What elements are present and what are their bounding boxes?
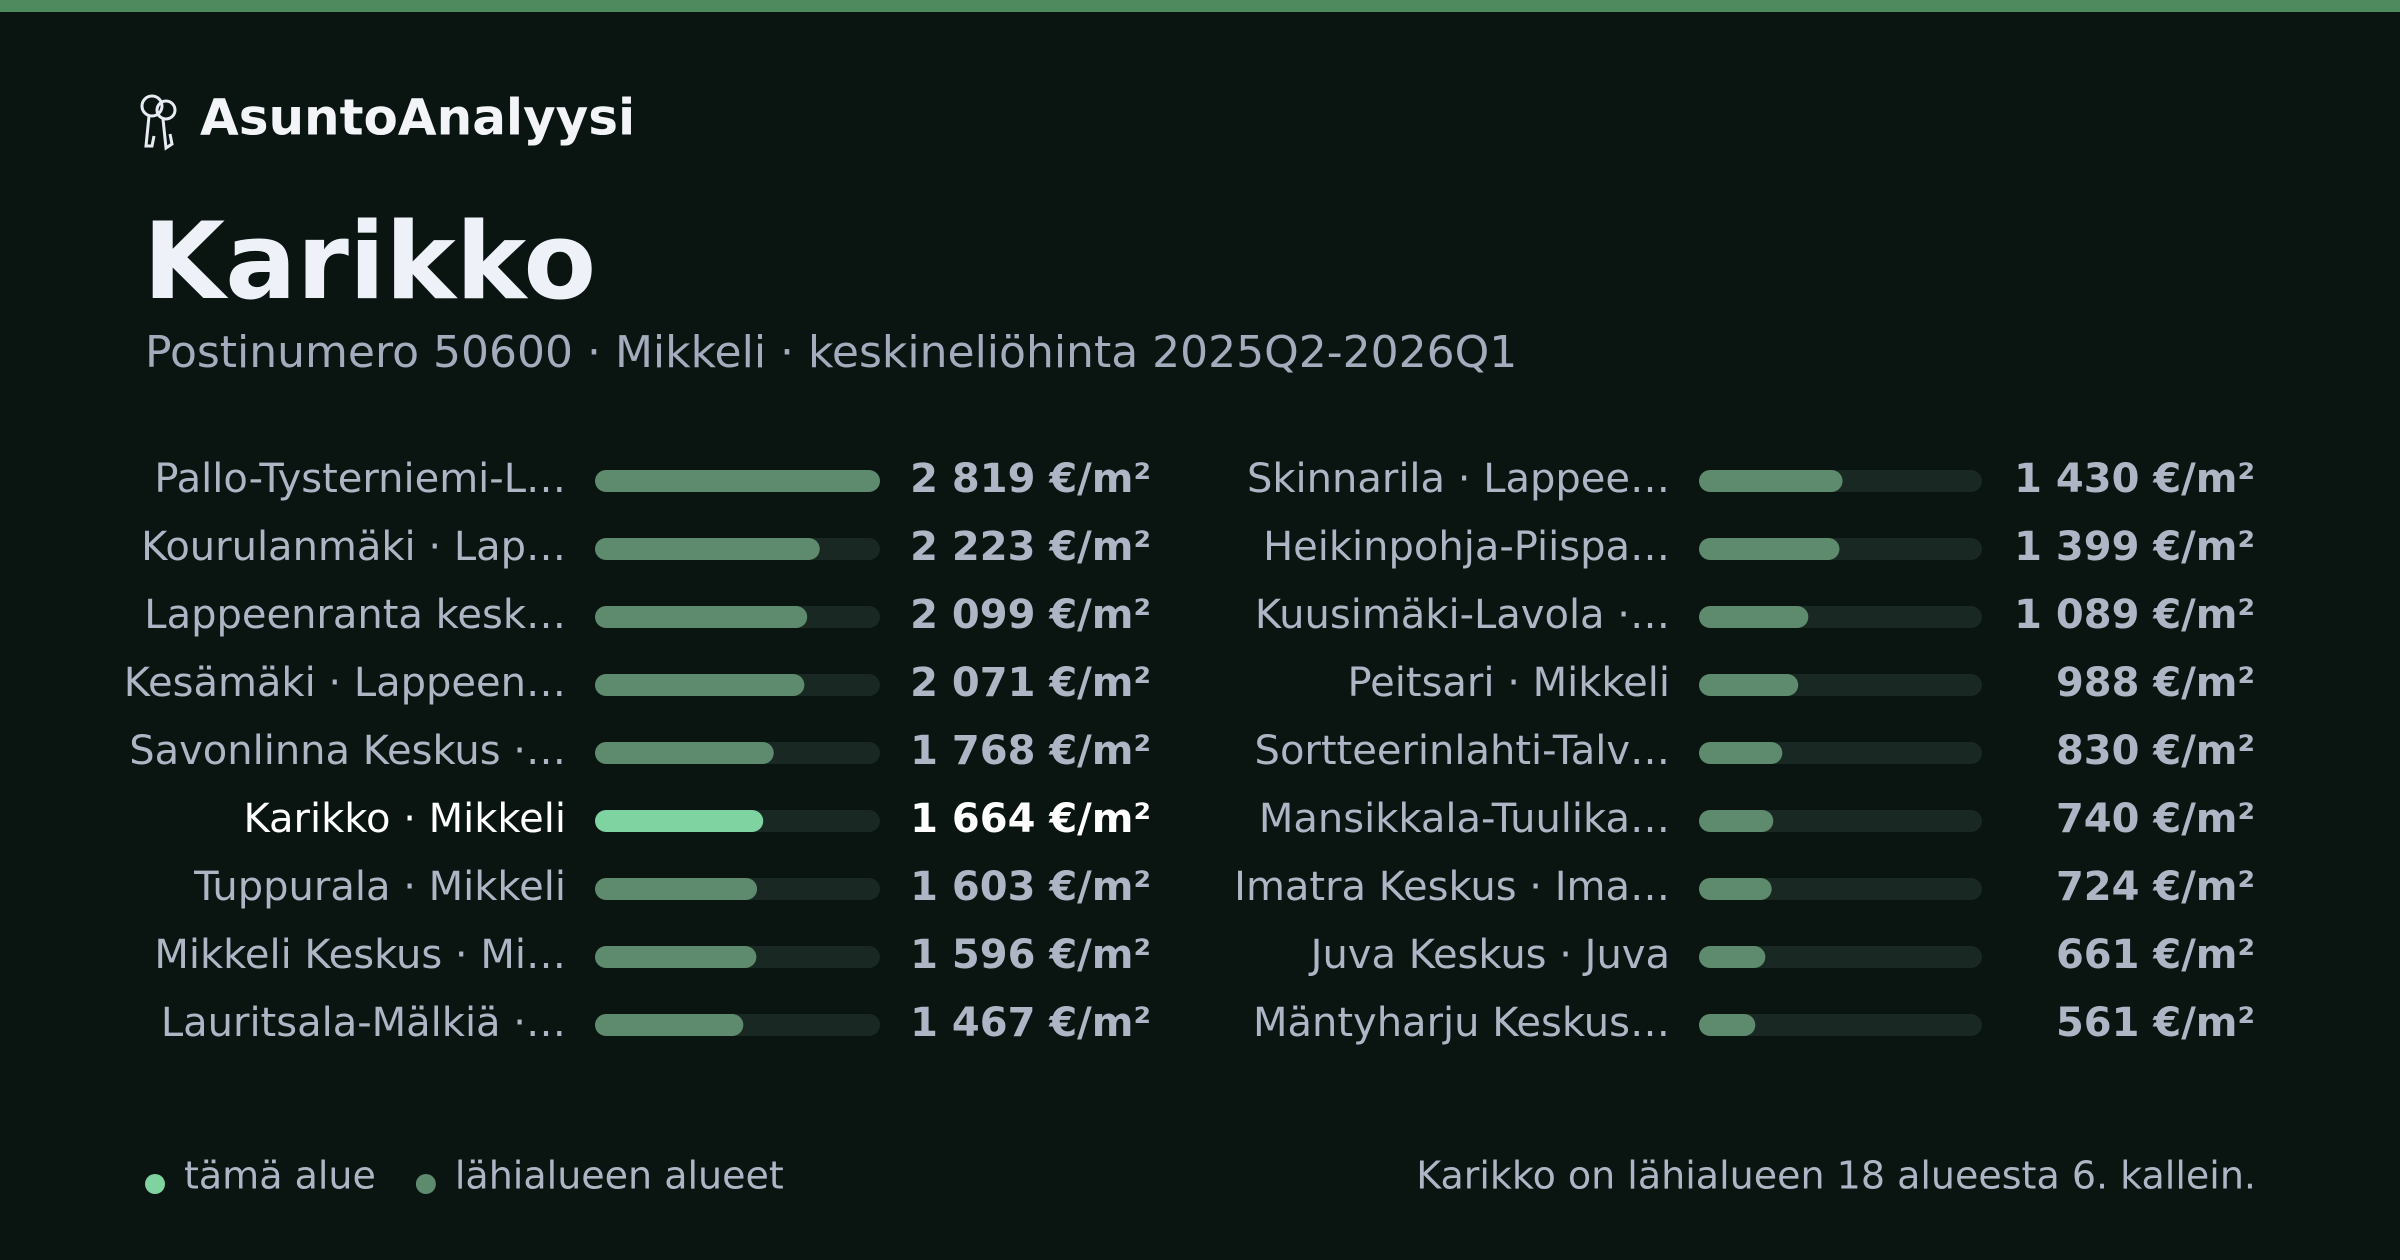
value-label: 740 €/m² xyxy=(2056,796,2255,842)
bar-label: Peitsari · Mikkeli xyxy=(1347,660,1670,706)
bar xyxy=(595,470,880,492)
value-label: 661 €/m² xyxy=(2056,932,2255,978)
bar-label: Lappeenranta kesk… xyxy=(144,592,566,638)
chart-title: Karikko xyxy=(143,200,596,323)
bar-label: Kesämäki · Lappeen… xyxy=(124,660,566,706)
value-label: 1 768 €/m² xyxy=(910,728,1151,774)
bar xyxy=(595,878,758,900)
bar-label: Skinnarila · Lappee… xyxy=(1247,456,1670,502)
value-label: 561 €/m² xyxy=(2056,1000,2255,1046)
bar xyxy=(1699,810,1774,832)
bar-label: Mansikkala-Tuulika… xyxy=(1259,796,1670,842)
legend-swatch xyxy=(415,1174,436,1194)
bar-label: Mikkeli Keskus · Mi… xyxy=(154,932,566,978)
value-label: 1 430 €/m² xyxy=(2014,456,2255,502)
chart-subtitle: Postinumero 50600 · Mikkeli · keskineliö… xyxy=(145,327,1517,378)
bar xyxy=(595,810,764,832)
value-label: 2 071 €/m² xyxy=(910,660,1151,706)
value-label: 1 664 €/m² xyxy=(910,796,1151,842)
footer-note: Karikko on lähialueen 18 alueesta 6. kal… xyxy=(1416,1154,2256,1198)
bar xyxy=(1699,878,1772,900)
bar-label: Savonlinna Keskus ·… xyxy=(129,728,566,774)
bar-label: Heikinpohja-Piispa… xyxy=(1263,524,1670,570)
brand: AsuntoAnalyysi xyxy=(200,89,635,147)
bar-label: Sortteerinlahti-Talv… xyxy=(1255,728,1670,774)
value-label: 830 €/m² xyxy=(2056,728,2255,774)
bar-label: Kourulanmäki · Lap… xyxy=(141,524,566,570)
value-label: 1 089 €/m² xyxy=(2014,592,2255,638)
logo-icon xyxy=(140,94,177,151)
value-label: 988 €/m² xyxy=(2056,660,2255,706)
bar xyxy=(1699,538,1840,560)
bar xyxy=(595,606,808,628)
bar xyxy=(1699,742,1783,764)
value-label: 724 €/m² xyxy=(2056,864,2255,910)
bar-track xyxy=(1699,946,1982,968)
bar-label: Pallo-Tysterniemi-L… xyxy=(154,456,566,502)
value-label: 2 099 €/m² xyxy=(910,592,1151,638)
bar xyxy=(595,674,805,696)
bar xyxy=(1699,1014,1756,1036)
bar-label: Kuusimäki-Lavola ·… xyxy=(1255,592,1670,638)
bar-track xyxy=(1699,1014,1982,1036)
bar xyxy=(595,1014,744,1036)
bar-label: Juva Keskus · Juva xyxy=(1308,932,1670,978)
bar-label: Mäntyharju Keskus… xyxy=(1253,1000,1670,1046)
value-label: 2 223 €/m² xyxy=(910,524,1151,570)
bar-label: Karikko · Mikkeli xyxy=(244,796,566,842)
value-label: 2 819 €/m² xyxy=(910,456,1151,502)
top-band xyxy=(0,0,2400,12)
bar xyxy=(595,538,820,560)
bar xyxy=(595,742,774,764)
bar xyxy=(1699,606,1809,628)
value-label: 1 596 €/m² xyxy=(910,932,1151,978)
bar-label: Lauritsala-Mälkiä ·… xyxy=(161,1000,566,1046)
legend-label: lähialueen alueet xyxy=(455,1154,784,1198)
bar-label: Tuppurala · Mikkeli xyxy=(193,864,566,910)
value-label: 1 603 €/m² xyxy=(910,864,1151,910)
bar xyxy=(1699,674,1799,696)
bar xyxy=(1699,946,1766,968)
legend-swatch xyxy=(145,1174,165,1194)
value-label: 1 467 €/m² xyxy=(910,1000,1151,1046)
bar xyxy=(1699,470,1843,492)
legend-label: tämä alue xyxy=(184,1154,376,1198)
value-label: 1 399 €/m² xyxy=(2014,524,2255,570)
bar-label: Imatra Keskus · Ima… xyxy=(1234,864,1670,910)
bar xyxy=(595,946,757,968)
